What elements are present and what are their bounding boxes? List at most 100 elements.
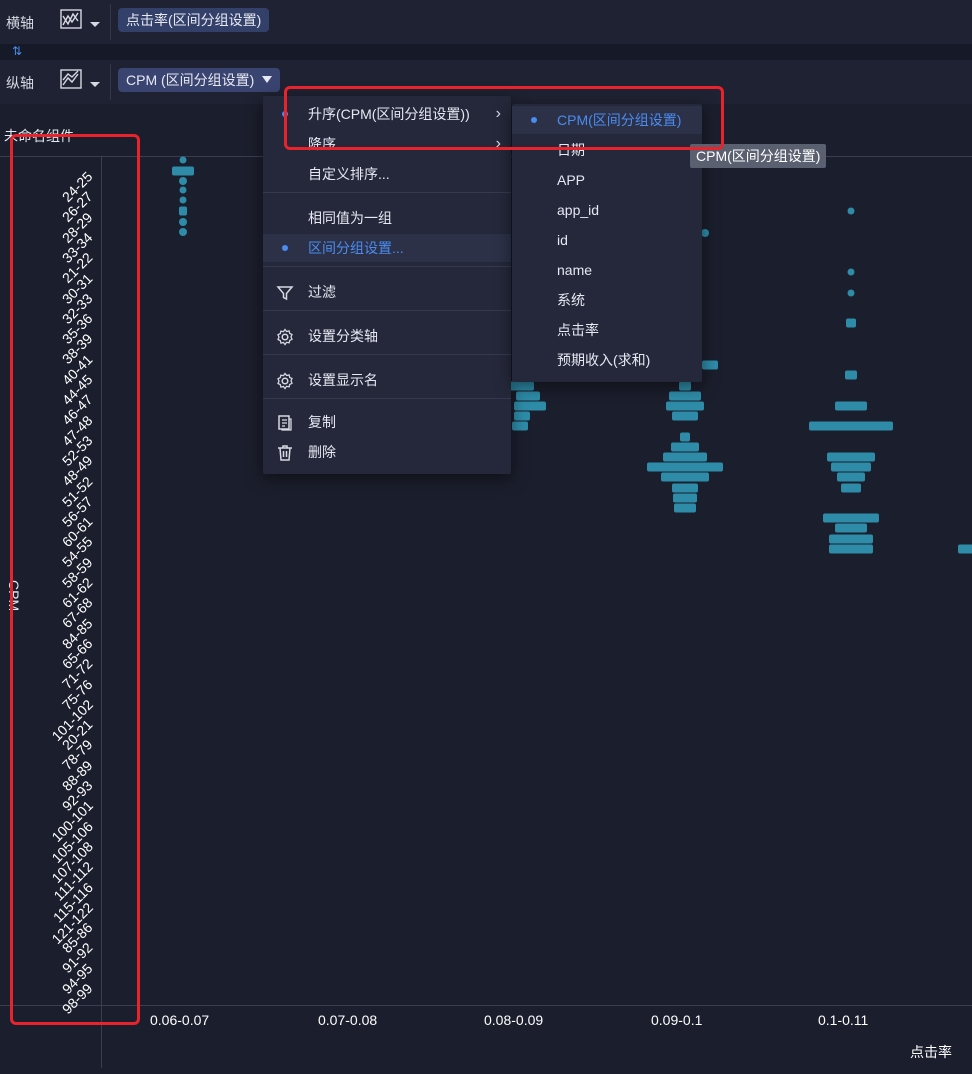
scatter-point-cluster[interactable]	[831, 462, 871, 472]
scatter-point[interactable]	[179, 186, 187, 194]
scatter-point-cluster[interactable]	[669, 391, 701, 401]
chevron-down-icon	[90, 82, 100, 87]
scatter-point-cluster[interactable]	[514, 411, 530, 421]
scatter-point-cluster[interactable]	[835, 523, 867, 533]
scatter-point-cluster[interactable]	[679, 381, 691, 391]
x-axis-row: 横轴 点击率(区间分组设置)	[0, 0, 972, 44]
scatter-point-cluster[interactable]	[829, 534, 873, 544]
menu-item[interactable]: 自定义排序...	[263, 160, 511, 188]
scatter-point-cluster[interactable]	[845, 370, 857, 380]
y-axis-field-pill[interactable]: CPM (区间分组设置)	[118, 68, 281, 92]
scatter-point-cluster[interactable]	[823, 513, 879, 523]
copy-icon	[276, 413, 294, 431]
scatter-point[interactable]	[179, 196, 187, 204]
menu-item[interactable]: 设置显示名	[263, 366, 511, 394]
menu-item-label: 自定义排序...	[308, 166, 390, 182]
scatter-point-cluster[interactable]	[829, 544, 873, 554]
gear-icon	[276, 371, 294, 390]
highlight-box-y-axis	[10, 134, 140, 1025]
y-axis-row: 纵轴 CPM (区间分组设置)	[0, 60, 972, 104]
scatter-point[interactable]	[179, 156, 187, 164]
menu-item-label: 删除	[308, 444, 336, 460]
scatter-point-cluster[interactable]	[671, 442, 699, 452]
menu-item[interactable]: 相同值为一组	[263, 204, 511, 232]
scatter-point-cluster[interactable]	[514, 401, 546, 411]
submenu-item[interactable]: 预期收入(求和)	[512, 346, 702, 374]
y-axis-chart-type-button[interactable]	[58, 68, 102, 96]
menu-item[interactable]: 过滤	[263, 278, 511, 306]
dropdown-caret-icon	[262, 76, 273, 83]
scatter-point-cluster[interactable]	[672, 483, 698, 493]
submenu-item[interactable]: name	[512, 256, 702, 284]
menu-item-label: 升序(CPM(区间分组设置))	[308, 106, 470, 122]
y-axis-field-label: CPM (区间分组设置)	[126, 72, 255, 88]
scatter-point-cluster[interactable]	[666, 401, 704, 411]
submenu-item[interactable]: CPM(区间分组设置)	[512, 106, 702, 134]
x-axis-field-pill[interactable]: 点击率(区间分组设置)	[118, 8, 270, 32]
menu-item[interactable]: 复制	[263, 408, 511, 436]
scatter-point-cluster[interactable]	[809, 421, 893, 431]
scatter-point-cluster[interactable]	[663, 452, 707, 462]
scatter-point-cluster[interactable]	[179, 206, 187, 216]
scatter-point-cluster[interactable]	[702, 360, 718, 370]
menu-divider	[263, 266, 511, 267]
scatter-point-cluster[interactable]	[680, 432, 690, 442]
scatter-point-cluster[interactable]	[512, 421, 528, 431]
scatter-point-cluster[interactable]	[837, 472, 865, 482]
x-axis-field-label: 点击率(区间分组设置)	[126, 12, 262, 28]
menu-divider	[263, 310, 511, 311]
swap-arrows-icon[interactable]: ⇅	[12, 44, 23, 58]
submenu-item[interactable]: 系统	[512, 286, 702, 314]
submenu-item[interactable]: 点击率	[512, 316, 702, 344]
scatter-point-cluster[interactable]	[172, 166, 194, 176]
scatter-point-cluster[interactable]	[673, 493, 697, 503]
scatter-point[interactable]	[179, 218, 187, 226]
scatter-point-cluster[interactable]	[835, 401, 867, 411]
x-tick-label: 0.06-0.07	[150, 1012, 210, 1028]
gear-icon	[276, 327, 294, 346]
scatter-point[interactable]	[847, 289, 855, 297]
submenu-item-label: APP	[557, 172, 586, 188]
scatter-point-cluster[interactable]	[647, 462, 723, 472]
menu-item[interactable]: 设置分类轴	[263, 322, 511, 350]
menu-divider	[263, 192, 511, 193]
field-submenu: CPM(区间分组设置) 日期 APP app_id id name 系统点击率 预期收入(求和…	[512, 104, 702, 382]
submenu-item[interactable]: app_id	[512, 196, 702, 224]
submenu-item-label: 系统	[557, 292, 585, 308]
scatter-point[interactable]	[179, 177, 187, 185]
menu-item-label: 相同值为一组	[308, 210, 392, 226]
submenu-item[interactable]: APP	[512, 166, 702, 194]
scatter-point-cluster[interactable]	[516, 391, 540, 401]
y-axis-label: 纵轴	[6, 75, 34, 91]
scatter-point-cluster[interactable]	[674, 503, 696, 513]
submenu-item-label: CPM(区间分组设置)	[557, 112, 682, 128]
menu-item-label: 区间分组设置...	[308, 240, 404, 256]
scatter-point-cluster[interactable]	[672, 411, 698, 421]
submenu-item[interactable]: id	[512, 226, 702, 254]
menu-item-label: 过滤	[308, 284, 336, 300]
submenu-item-label: 日期	[557, 142, 585, 158]
scatter-point-cluster[interactable]	[841, 483, 861, 493]
chevron-right-icon: ›	[495, 135, 501, 152]
x-tick-label: 0.07-0.08	[318, 1012, 378, 1028]
scatter-point-cluster[interactable]	[827, 452, 875, 462]
scatter-point[interactable]	[847, 207, 855, 215]
x-axis-chart-type-button[interactable]	[58, 8, 102, 36]
area-chart-icon	[60, 69, 82, 89]
scatter-point-cluster[interactable]	[846, 318, 856, 328]
menu-item[interactable]: 删除	[263, 438, 511, 466]
submenu-item[interactable]: 日期	[512, 136, 702, 164]
swap-axes-bar: ⇅	[0, 44, 972, 60]
scatter-point-cluster[interactable]	[661, 472, 709, 482]
menu-item-label: 复制	[308, 414, 336, 430]
scatter-point-cluster[interactable]	[958, 544, 972, 554]
scatter-point[interactable]	[847, 268, 855, 276]
scatter-point-cluster[interactable]	[510, 381, 534, 391]
scatter-point[interactable]	[179, 228, 187, 236]
menu-item[interactable]: 区间分组设置...	[263, 234, 511, 262]
scatter-point[interactable]	[701, 229, 709, 237]
submenu-item-label: name	[557, 262, 593, 278]
x-axis-title: 点击率	[910, 1044, 952, 1060]
menu-divider	[263, 354, 511, 355]
